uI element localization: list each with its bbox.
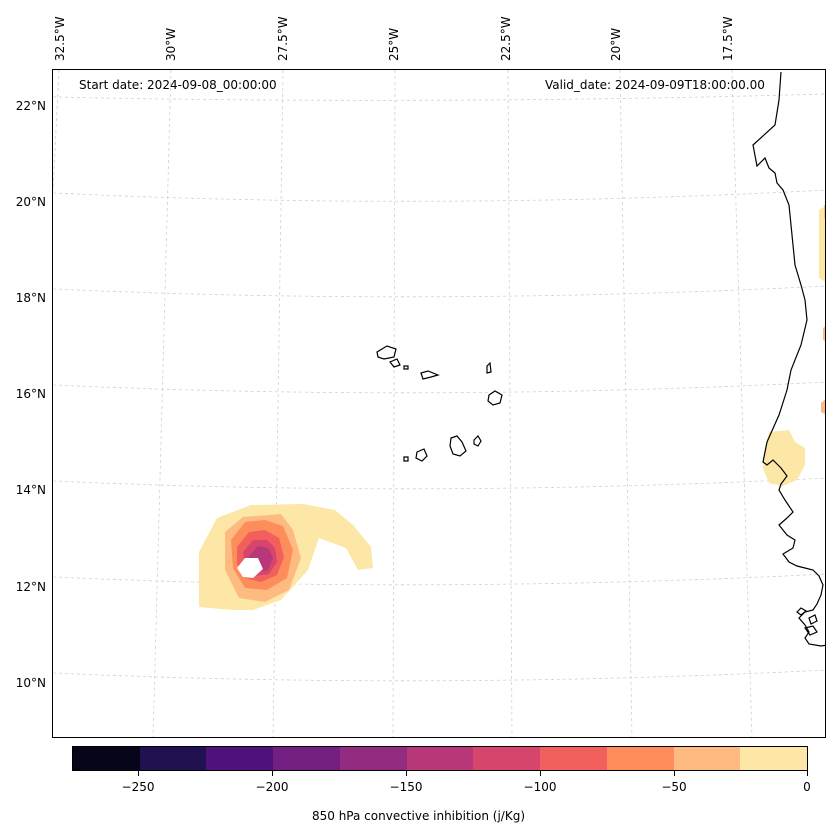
island-bissagos-3 (803, 625, 818, 636)
island-maio (473, 435, 482, 447)
cin-patch-coast-north-edge (824, 205, 825, 219)
colorbar-title: 850 hPa convective inhibition (j/Kg) (311, 809, 525, 823)
island-bissagos-1 (796, 607, 808, 616)
colorbar-tick-200 (272, 771, 273, 776)
lon-label-22-5w: 22.5°W (499, 16, 513, 61)
lat-label-20n: 20°N (15, 195, 46, 209)
colorbar (72, 746, 808, 771)
colorbar-tick-150 (406, 771, 407, 776)
africa-coastline (752, 71, 825, 647)
lat-label-12n: 12°N (15, 580, 46, 594)
graticule (53, 70, 825, 737)
coastlines (376, 71, 825, 647)
cin-contours-west (199, 504, 373, 610)
colorbar-segment-7 (540, 747, 607, 770)
colorbar-tick-0 (807, 771, 808, 776)
lon-label-17-5w: 17.5°W (721, 16, 735, 61)
cin-patch-coast-mid (823, 326, 825, 341)
colorbar-tick-50 (674, 771, 675, 776)
lat-label-14n: 14°N (15, 483, 46, 497)
lon-label-30w: 30°W (164, 27, 178, 61)
colorbar-segment-5 (406, 747, 474, 770)
cin-contours-east (763, 205, 825, 486)
colorbar-label-250: −250 (121, 780, 155, 794)
colorbar-segment-6 (473, 747, 541, 770)
colorbar-label-150: −150 (389, 780, 423, 794)
island-sao-vicente (389, 358, 401, 368)
island-santiago (449, 435, 467, 457)
lon-label-27-5w: 27.5°W (276, 16, 290, 61)
cin-missing-patch (237, 558, 263, 578)
cin-patch-senegal (763, 430, 805, 486)
colorbar-tick-250 (138, 771, 139, 776)
colorbar-segment-2 (206, 747, 274, 770)
colorbar-segment-9 (673, 747, 741, 770)
colorbar-label-50: −50 (661, 780, 687, 794)
lon-label-25w: 25°W (387, 27, 401, 61)
island-bissagos-2 (808, 614, 818, 625)
map-panel[interactable] (52, 69, 826, 738)
lat-label-10n: 10°N (15, 676, 46, 690)
colorbar-segment-1 (139, 747, 207, 770)
island-sal (486, 361, 492, 374)
island-boa-vista (487, 390, 503, 406)
island-santa-luzia (403, 365, 409, 370)
colorbar-tick-100 (540, 771, 541, 776)
start-date-label: Start date: 2024-09-08_00:00:00 (79, 78, 277, 92)
colorbar-segment-8 (606, 747, 674, 770)
lat-label-18n: 18°N (15, 291, 46, 305)
colorbar-label-200: −200 (255, 780, 289, 794)
cin-patch-coast-mid2 (821, 399, 825, 414)
valid-date-label: Valid_date: 2024-09-09T18:00:00.00 (545, 78, 765, 92)
colorbar-segment-3 (273, 747, 340, 770)
colorbar-segment-0 (73, 747, 140, 770)
lat-label-22n: 22°N (15, 99, 46, 113)
map-canvas (53, 70, 825, 737)
island-sao-nicolau (420, 370, 440, 380)
lon-label-20w: 20°W (609, 27, 623, 61)
colorbar-label-0: 0 (803, 780, 811, 794)
cin-patch-coast-north (819, 206, 825, 282)
island-fogo (415, 448, 428, 462)
island-brava (403, 456, 409, 462)
colorbar-label-100: −100 (523, 780, 557, 794)
island-santo-antao (376, 345, 397, 360)
lat-label-16n: 16°N (15, 387, 46, 401)
colorbar-segment-4 (339, 747, 407, 770)
lon-label-32-5w: 32.5°W (53, 16, 67, 61)
colorbar-segment-10 (740, 747, 808, 770)
